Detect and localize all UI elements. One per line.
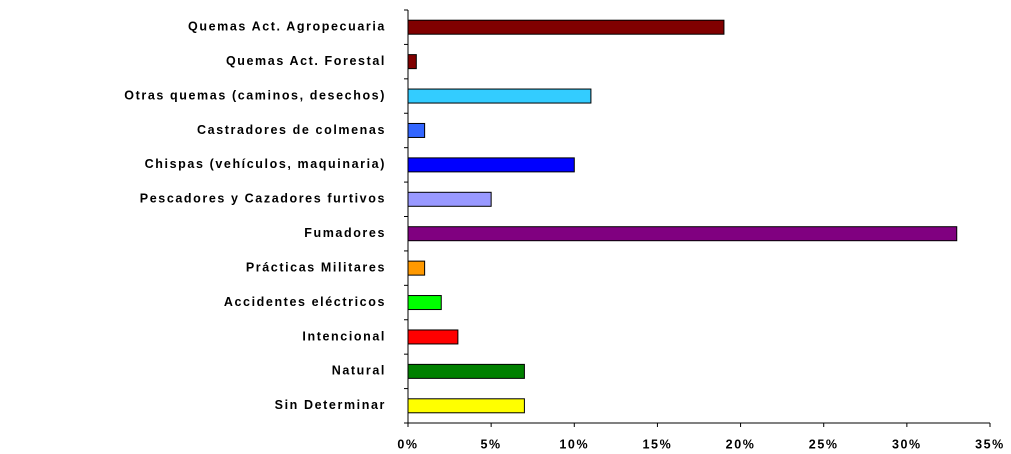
bar [407,122,426,138]
x-tick-label: 15% [643,437,673,451]
y-tick-label: Prácticas Militares [246,260,386,274]
y-tick-label: Otras quemas (caminos, desechos) [124,88,386,102]
y-tick-label: Fumadores [304,226,386,240]
x-tick-label: 30% [892,437,922,451]
bar [407,295,442,311]
y-tick-label: Sin Determinar [275,398,386,412]
y-tick-label: Intencional [302,329,386,343]
bar [407,398,525,414]
y-tick-label: Accidentes eléctricos [224,295,386,309]
bar [407,363,525,379]
x-tick-label: 25% [809,437,839,451]
y-tick-label: Pescadores y Cazadores furtivos [140,192,386,206]
bar [407,19,725,35]
x-tick-label: 20% [726,437,756,451]
bar [407,191,492,207]
bar [407,226,958,242]
bar [407,260,426,276]
bar [407,54,417,70]
x-tick-label: 10% [559,437,589,451]
bar [407,88,592,104]
y-tick-label: Natural [332,364,386,378]
x-tick-label: 5% [481,437,502,451]
x-tick-label: 0% [397,437,418,451]
y-tick-label: Quemas Act. Forestal [226,54,386,68]
bar [407,329,459,345]
y-tick-label: Chispas (vehículos, maquinaria) [145,157,386,171]
y-tick-label: Castradores de colmenas [197,123,386,137]
y-tick-label: Quemas Act. Agropecuaria [188,20,386,34]
bar [407,157,575,173]
x-tick-label: 35% [975,437,1005,451]
